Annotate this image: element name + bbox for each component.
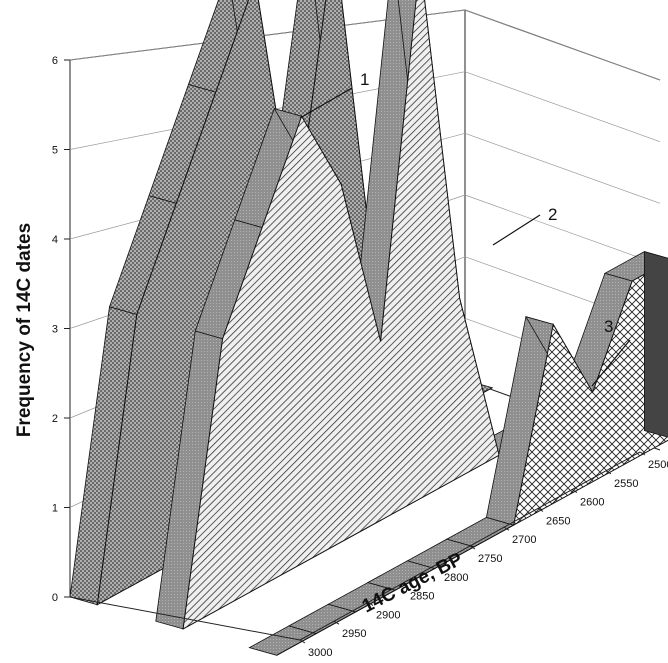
x-tick-label: 2900: [376, 609, 400, 621]
x-tick-mark: [333, 620, 340, 625]
x-tick-mark: [299, 639, 306, 644]
floor-front-left-edge: [69, 596, 301, 641]
y-tick-label: 1: [52, 503, 58, 515]
x-tick-label: 2600: [580, 497, 604, 509]
area-top-segment: [187, 0, 249, 93]
x-tick-mark: [503, 526, 510, 531]
x-tick-label: 2500: [648, 459, 668, 471]
callout-line-1: [299, 87, 353, 119]
gridline-side: [464, 71, 661, 142]
x-axis-ticks: 3000 2950 2900 2850 2800 2750 2700 2650 2600 2550…: [299, 451, 668, 659]
area-series-2: [155, 0, 580, 630]
area-end-cap: [644, 251, 668, 438]
x-tick-label: 2750: [478, 553, 502, 565]
x-tick-mark: [469, 545, 476, 550]
x-tick-mark: [571, 489, 578, 494]
x-tick-label: 2850: [410, 591, 434, 603]
y-tick-label: 2: [52, 413, 58, 425]
x-tick-label: 2950: [342, 628, 366, 640]
area-series-3: [248, 251, 668, 656]
area-front-face: [276, 260, 668, 656]
series-callouts: [299, 87, 631, 387]
x-tick-label: 3000: [308, 647, 332, 659]
x-tick-mark: [537, 507, 544, 512]
x-tick-mark: [605, 470, 612, 475]
callout-line-2: [492, 214, 541, 246]
y-tick-label: 5: [52, 145, 58, 157]
gridline-side: [464, 133, 661, 204]
x-tick-label: 2800: [444, 572, 468, 584]
x-tick-label: 2650: [546, 515, 570, 527]
y-tick-label: 0: [52, 592, 58, 604]
x-tick-mark: [401, 583, 408, 588]
x-tick-mark: [367, 601, 374, 606]
x-tick-mark: [435, 564, 442, 569]
callout-line-3: [591, 339, 631, 387]
x-tick-label: 2550: [614, 478, 638, 490]
y-tick-label: 6: [52, 55, 58, 67]
series-label-3: 3: [604, 317, 613, 336]
y-tick-label: 3: [52, 324, 58, 336]
y-axis-title: Frequency of 14C dates: [14, 223, 35, 437]
y-tick-label: 4: [52, 234, 58, 246]
x-tick-label: 2700: [512, 534, 536, 546]
x-tick-mark: [639, 451, 646, 456]
series-label-2: 2: [548, 205, 557, 224]
series-label-1: 1: [360, 70, 369, 89]
gridline-side: [464, 194, 661, 266]
y-axis-ticks: 0 1 2 3 4 5 6: [52, 55, 70, 604]
gridline-side: [464, 9, 661, 81]
